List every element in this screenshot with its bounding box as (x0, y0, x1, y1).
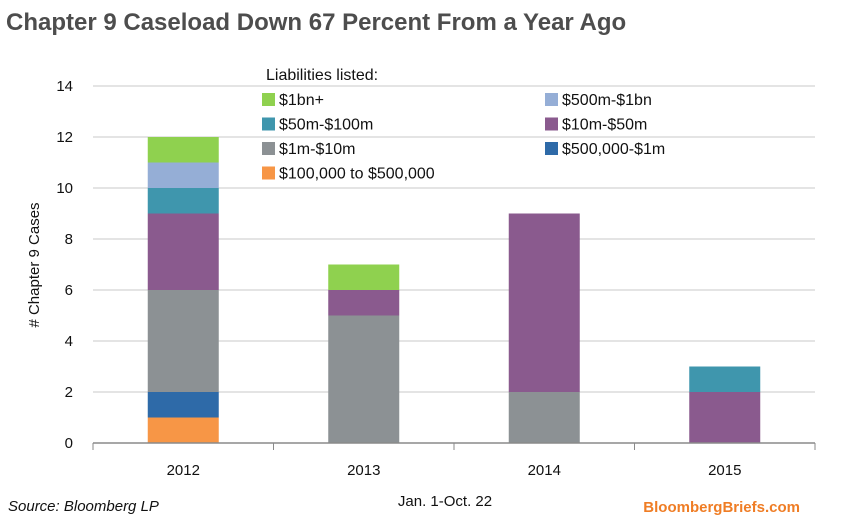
y-tick-label: 12 (56, 129, 73, 146)
bar-segment (689, 366, 761, 392)
legend-swatch (545, 117, 558, 131)
bar-segment (328, 290, 400, 316)
bar-segment (508, 392, 580, 443)
bar-segment (147, 290, 219, 392)
legend-label: $1bn+ (279, 92, 324, 109)
bar-segment (147, 213, 219, 290)
y-axis-label: # Chapter 9 Cases (26, 202, 43, 327)
y-tick-label: 8 (65, 231, 73, 248)
legend-label: $10m-$50m (562, 117, 647, 134)
legend-swatch (262, 142, 275, 155)
bar-segment (689, 392, 761, 443)
bar-segment (147, 137, 219, 163)
source-note: Source: Bloomberg LP (8, 498, 159, 515)
bar-segment (328, 315, 400, 443)
legend-swatch (262, 166, 275, 180)
legend-swatch (262, 93, 275, 106)
bar-segment (147, 162, 219, 188)
legend-title: Liabilities listed: (266, 67, 378, 84)
legend-swatch (262, 117, 275, 131)
chart-title: Chapter 9 Caseload Down 67 Percent From … (6, 9, 626, 36)
legend-label: $100,000 to $500,000 (279, 166, 435, 183)
legend-label: $1m-$10m (279, 141, 355, 158)
legend-swatch (545, 142, 558, 155)
legend-label: $500m-$1bn (562, 92, 652, 109)
x-tick-label: 2012 (167, 462, 200, 479)
x-axis (92, 442, 816, 450)
x-tick-label: 2015 (708, 462, 741, 479)
y-tick-label: 10 (56, 180, 73, 197)
bar-segment (508, 213, 580, 392)
bar-segment (147, 392, 219, 418)
y-tick-label: 6 (65, 282, 73, 299)
y-tick-label: 4 (65, 333, 73, 350)
y-tick-label: 2 (65, 384, 73, 401)
legend-label: $50m-$100m (279, 117, 373, 134)
bar-segment (147, 188, 219, 214)
bar-segment (147, 417, 219, 443)
legend-label: $500,000-$1m (562, 141, 665, 158)
legend-swatch (545, 93, 558, 106)
brand-label: BloombergBriefs.com (643, 499, 800, 516)
y-axis-ticks: 0 2 4 6 8 10 12 14 (56, 78, 73, 452)
date-range-note: Jan. 1-Oct. 22 (398, 493, 492, 510)
x-tick-label: 2014 (528, 462, 561, 479)
legend: Liabilities listed: $1bn+ $500m-$1bn $50m-… (262, 67, 665, 183)
bars (147, 137, 761, 443)
y-tick-label: 14 (56, 78, 73, 95)
y-tick-label: 0 (65, 435, 73, 452)
bar-segment (328, 264, 400, 290)
x-axis-ticks: 2012 2013 2014 2015 (167, 462, 742, 479)
x-tick-label: 2013 (347, 462, 380, 479)
